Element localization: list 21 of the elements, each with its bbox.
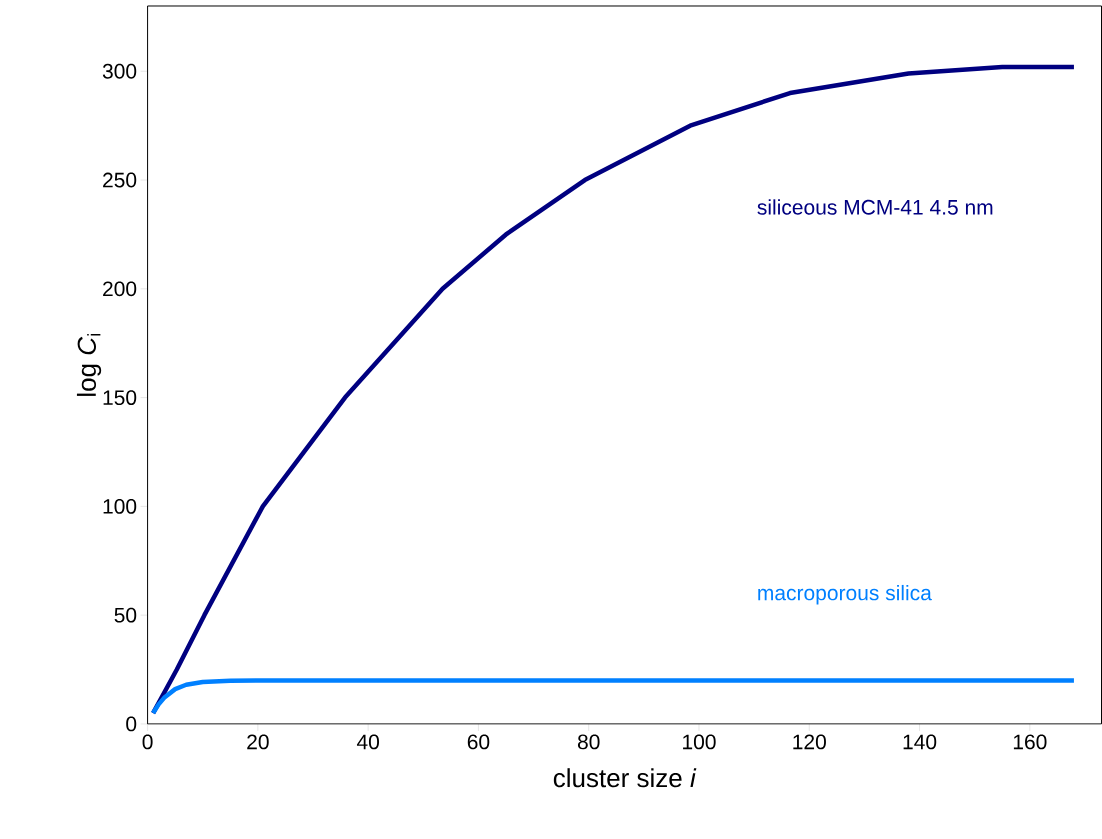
text: macroporous silica	[758, 584, 932, 605]
y-tick-label: 200	[103, 281, 137, 297]
x-tick-label: 60	[467, 734, 490, 750]
line-series	[150, 678, 1077, 716]
x-tick-label: 160	[1013, 734, 1047, 750]
x-axis-title: cluster size i	[553, 768, 697, 788]
y-tick-label: 250	[103, 172, 137, 188]
y-tick-label: 100	[103, 498, 137, 514]
text: siliceous MCM-41 4.5 nm	[757, 199, 993, 215]
y-tick-label: 0	[126, 716, 137, 732]
y-tick-label: 300	[102, 63, 137, 79]
x-tick-label: 120	[793, 734, 826, 750]
y-axis-title: log C$_{i}$	[76, 334, 102, 396]
x-tick-label: 40	[356, 734, 379, 750]
x-tick-label: 100	[683, 734, 716, 750]
x-tick-label: 140	[903, 734, 937, 750]
x-tick-label: 20	[247, 734, 269, 750]
x-tick-label: 0	[142, 734, 153, 750]
y-tick-label: 50	[114, 607, 137, 623]
y-tick-label: 150	[103, 390, 137, 406]
x-tick-label: 80	[577, 734, 600, 750]
